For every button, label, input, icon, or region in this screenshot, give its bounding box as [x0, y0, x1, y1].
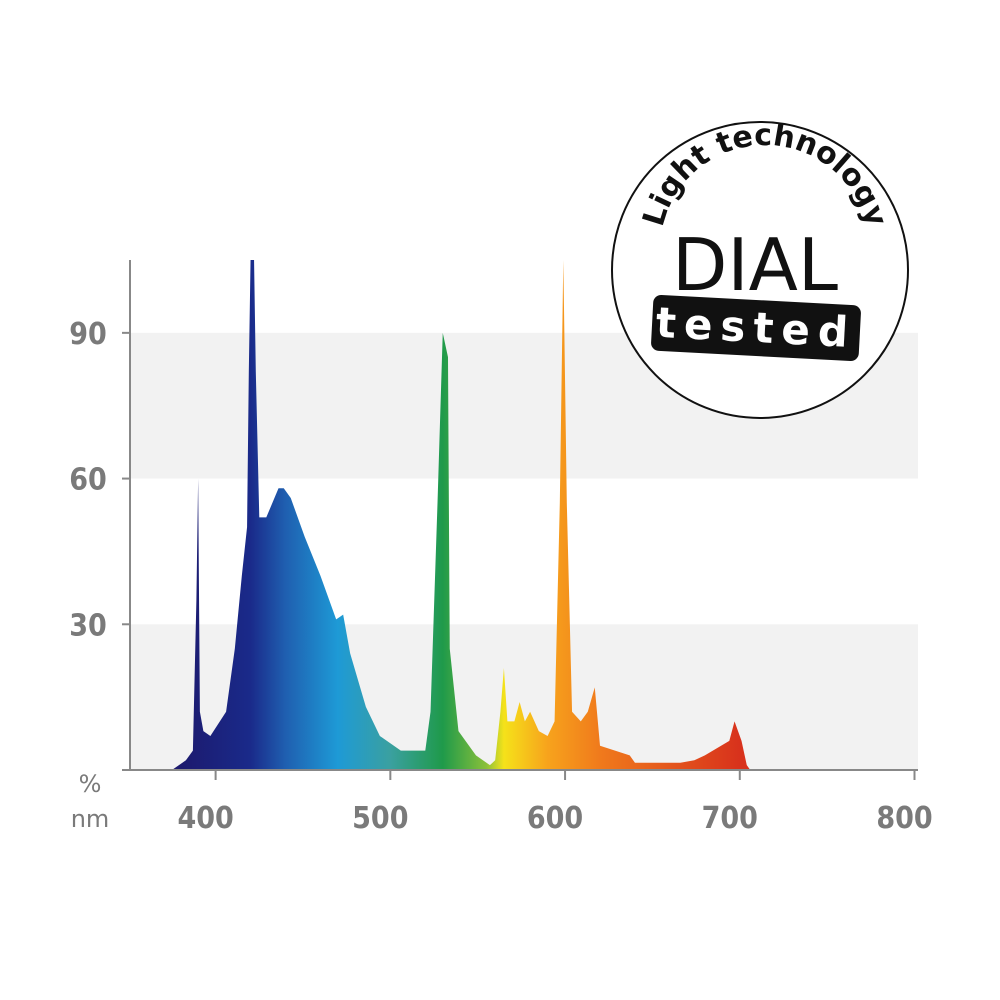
- y-tick-label: 90: [69, 317, 107, 352]
- badge: Light technology DIAL tested: [611, 118, 909, 419]
- y-tick-label: 30: [69, 608, 107, 643]
- spectrum-area: [171, 260, 751, 770]
- x-tick-label: 800: [876, 801, 932, 836]
- y-tick-label: 60: [69, 463, 107, 498]
- badge-label-box: [651, 295, 861, 361]
- x-tick-label: 700: [702, 801, 758, 836]
- x-axis-label: nm: [71, 805, 110, 833]
- y-axis-label: %: [79, 770, 102, 798]
- badge-label: tested: [655, 298, 857, 357]
- badge-title: DIAL: [672, 223, 838, 307]
- x-tick-label: 600: [527, 801, 583, 836]
- x-tick-label: 400: [177, 801, 233, 836]
- x-tick-label: 500: [352, 801, 408, 836]
